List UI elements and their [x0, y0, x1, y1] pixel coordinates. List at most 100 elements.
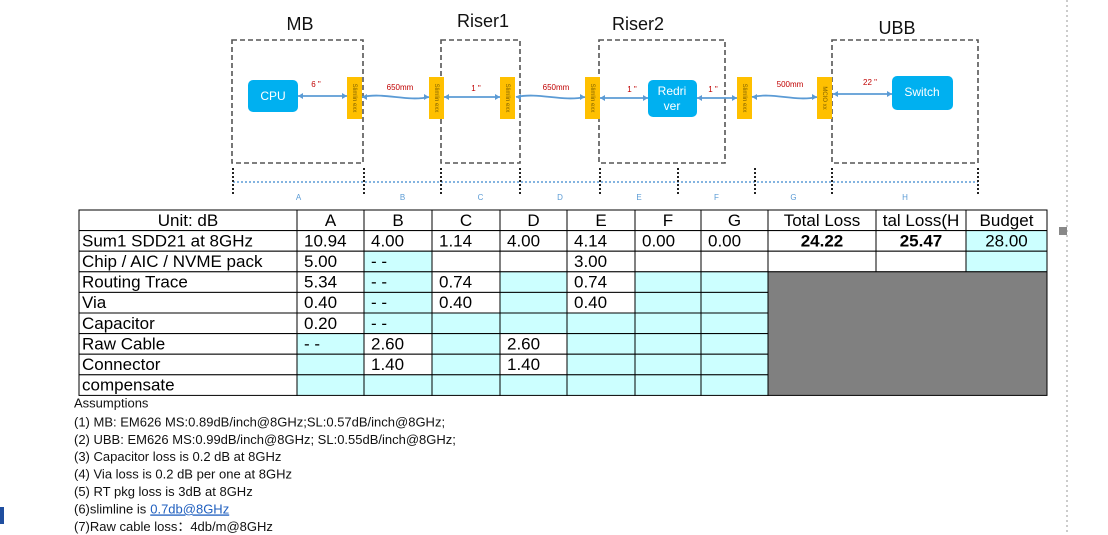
cell [363, 374, 433, 396]
cell [431, 250, 501, 273]
total-cell-text: 28.00 [985, 231, 1028, 250]
cell [566, 353, 636, 376]
dimension-label: E [636, 193, 641, 202]
marker [0, 507, 4, 524]
dimension-label: A [296, 193, 302, 202]
total-cell-text: 24.22 [801, 231, 844, 250]
header-text: D [527, 211, 539, 230]
row-label: compensate [82, 376, 175, 395]
segment-label: 650mm [387, 83, 414, 92]
table: Unit: dB A B C D E F G Total Loss tal Loss(H Budge… [78, 209, 1048, 396]
cell-text: - - [371, 314, 387, 333]
assumption-item: (1) MB: EM626 MS:0.89dB/inch@8GHz;SL:0.5… [74, 414, 445, 429]
cell [566, 333, 636, 355]
diagram: MB Riser1 Riser2 UBB CPU Redri ver Switc… [231, 11, 979, 202]
segment-label: 6 " [311, 80, 321, 89]
cell [566, 312, 636, 335]
marker [1059, 227, 1067, 235]
cell-text: 3.00 [574, 252, 607, 271]
cell [499, 271, 568, 293]
cell [499, 291, 568, 314]
cell-text: 4.14 [574, 231, 607, 250]
cell-text: 1.14 [439, 231, 472, 250]
cell [634, 353, 702, 376]
assumption-link: 0.7db@8GHz [150, 501, 229, 516]
cell-text: 10.94 [304, 231, 347, 250]
connector [500, 77, 515, 119]
connector-label: Slimlin exx [433, 84, 439, 113]
group-box [231, 39, 364, 164]
row-label: Sum1 SDD21 at 8GHz [82, 231, 253, 250]
assumption-item: (3) Capacitor loss is 0.2 dB at 8GHz [74, 449, 281, 464]
cell [431, 312, 501, 335]
cell [634, 291, 702, 314]
cell-text: 1.40 [371, 355, 404, 374]
dimension-label: B [400, 193, 405, 202]
arrow-head [600, 95, 648, 101]
cell [431, 374, 501, 396]
cell-text: - - [371, 252, 387, 271]
segment-label: 650mm [543, 83, 570, 92]
cell [634, 271, 702, 293]
assumption-item: (6)slimline is [74, 501, 147, 516]
header-text: G [728, 211, 741, 230]
cpu-node [248, 80, 298, 112]
cell [965, 250, 1048, 273]
dimension-label: G [790, 193, 796, 202]
cell [700, 291, 769, 314]
cell [431, 353, 501, 376]
arrow-head [298, 93, 347, 99]
assumption-item: (5) RT pkg loss is 3dB at 8GHz [74, 484, 253, 499]
assumption-item: (4) Via loss is 0.2 dB per one at 8GHz [74, 467, 292, 482]
cell-text: 0.40 [304, 293, 337, 312]
cell [431, 333, 501, 355]
cell [700, 271, 769, 293]
assumption-item: (7)Raw cable loss：4db/m@8GHz [74, 519, 273, 534]
header-text: tal Loss(H [883, 211, 960, 230]
cell [566, 374, 636, 396]
cell [634, 312, 702, 335]
cell [499, 312, 568, 335]
cell-text: 0.00 [642, 231, 675, 250]
segment-label: 1 " [471, 84, 481, 93]
assumptions: Assumptions (1) MB: EM626 MS:0.89dB/inch… [74, 395, 456, 533]
cell [700, 312, 769, 335]
header-text: C [460, 211, 472, 230]
cell [875, 250, 967, 273]
cell-text: 4.00 [507, 231, 540, 250]
cell [296, 374, 365, 396]
cell [499, 250, 568, 273]
dimension-label: F [714, 193, 719, 202]
total-cell-text: 25.47 [900, 231, 943, 250]
header-text: E [595, 211, 606, 230]
switch-node [892, 76, 953, 110]
cell-text: 0.74 [574, 273, 607, 292]
link [751, 94, 818, 100]
dimension-label: D [557, 193, 563, 202]
cell-text: 5.00 [304, 252, 337, 271]
node-label: CPU [260, 89, 285, 103]
cell-text: - - [371, 293, 387, 312]
cell [700, 374, 769, 396]
gray-block [767, 271, 1048, 396]
segment-label: 1 " [708, 85, 718, 94]
header-text: Total Loss [784, 211, 861, 230]
cell [296, 353, 365, 376]
group-label: MB [287, 14, 314, 34]
cell-text: 5.34 [304, 273, 337, 292]
connector [817, 77, 832, 119]
cell-text: 1.40 [507, 355, 540, 374]
cell [634, 250, 702, 273]
connector-label: Slimlin exx [351, 84, 357, 113]
cell-text: 4.00 [371, 231, 404, 250]
connector [347, 77, 362, 119]
connector [585, 77, 600, 119]
node-label: ver [664, 99, 681, 113]
row-label: Via [82, 293, 107, 312]
cell-text: 2.60 [507, 334, 540, 353]
cell [634, 374, 702, 396]
segment-label: 500mm [777, 80, 804, 89]
cell [700, 333, 769, 355]
